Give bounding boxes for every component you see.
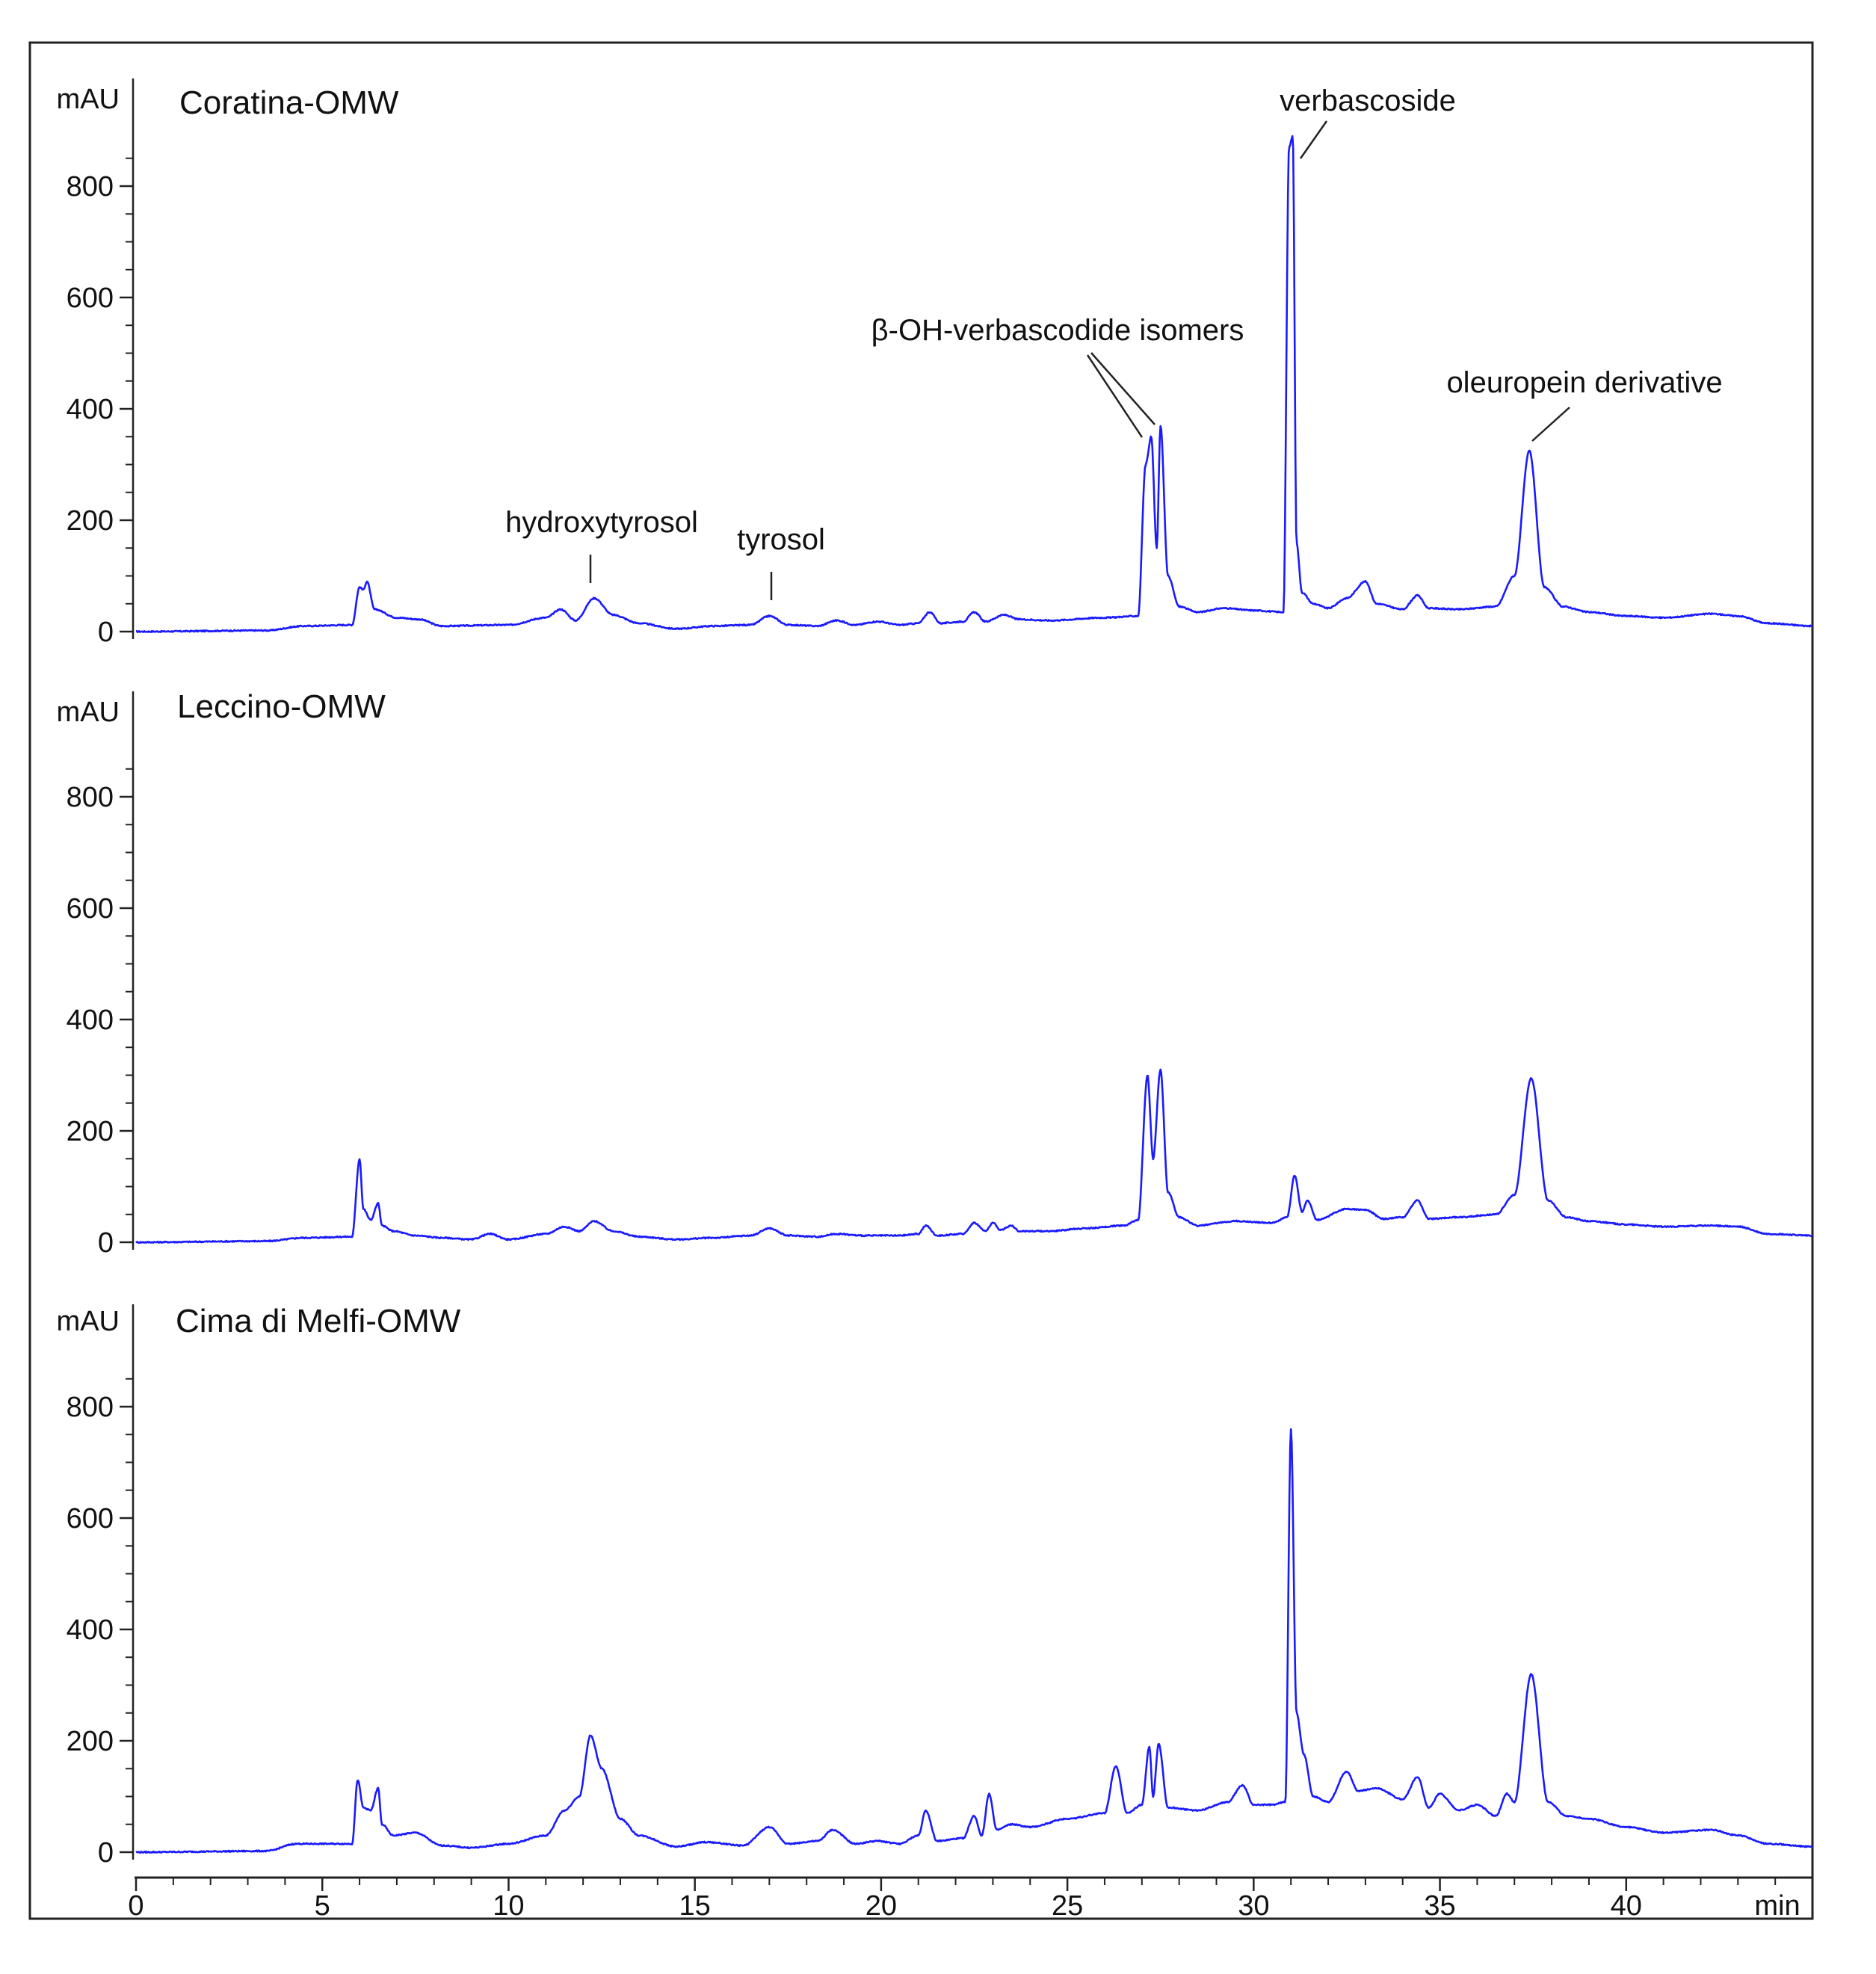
x-tick-label: 10 (493, 1890, 524, 1922)
y-tick-label: 0 (98, 1837, 114, 1869)
x-axis: 0 5 10 15 20 25 30 35 40 min (128, 1876, 1813, 1922)
peak-annotations: hydroxytyrosol tyrosol β-OH-verbascodide… (505, 84, 1723, 600)
x-tick-label: 0 (128, 1890, 144, 1922)
x-tick-label: 25 (1052, 1890, 1083, 1922)
panel-leccino: Leccino-OMW mAU 0 200 400 600 800 (57, 688, 1813, 1259)
y-tick-label: 200 (67, 505, 114, 537)
y-tick-label: 800 (67, 1392, 114, 1423)
panel-title: Coratina-OMW (179, 84, 399, 121)
x-tick-label: 30 (1238, 1890, 1269, 1922)
chromatogram-trace (135, 1428, 1813, 1854)
annotation-tyrosol: tyrosol (737, 523, 825, 600)
y-tick-label: 400 (67, 1005, 114, 1036)
y-tick-label: 600 (67, 1503, 114, 1535)
panel-title: Leccino-OMW (177, 688, 386, 725)
y-tick-label: 800 (67, 171, 114, 203)
y-tick-label: 200 (67, 1726, 114, 1757)
y-axis-unit-label: mAU (57, 1306, 120, 1337)
y-tick-label: 0 (98, 1227, 114, 1259)
y-tick-label: 800 (67, 782, 114, 813)
x-tick-label: 20 (866, 1890, 897, 1922)
y-tick-label: 400 (67, 394, 114, 425)
x-axis-ticks: 0 5 10 15 20 25 30 35 40 (128, 1878, 1813, 1922)
chromatogram-trace (135, 1068, 1813, 1244)
y-tick-label: 600 (67, 283, 114, 314)
figure-frame (28, 41, 1814, 1920)
annotation-label: hydroxytyrosol (505, 506, 698, 539)
annotation-label: tyrosol (737, 523, 825, 556)
y-tick-label: 600 (67, 893, 114, 925)
annotation-label: β-OH-verbascodide isomers (871, 314, 1244, 347)
annotation-label: oleuropein derivative (1446, 366, 1722, 399)
y-tick-label: 200 (67, 1116, 114, 1147)
y-axis: 0 200 400 600 800 (67, 78, 135, 648)
x-tick-label: 35 (1424, 1890, 1455, 1922)
annotation-leader (1086, 354, 1144, 438)
panel-coratina: Coratina-OMW mAU 0 200 400 600 800 hydroxyty… (57, 78, 1813, 648)
y-axis-unit-label: mAU (57, 84, 120, 115)
chromatogram-trace (135, 135, 1813, 633)
y-axis-unit-label: mAU (57, 697, 120, 728)
y-axis: 0 200 400 600 800 (67, 1304, 135, 1869)
annotation-verbascoside: verbascoside (1280, 84, 1456, 159)
annotation-leader (1090, 352, 1155, 425)
panel-title: Cima di Melfi-OMW (176, 1303, 461, 1339)
annotation-oleuropein-derivative: oleuropein derivative (1446, 366, 1723, 442)
annotation-label: verbascoside (1280, 84, 1456, 117)
annotation-leader (1299, 120, 1328, 159)
x-axis-unit-label: min (1754, 1890, 1800, 1922)
x-tick-label: 40 (1611, 1890, 1642, 1922)
annotation-hydroxytyrosol: hydroxytyrosol (505, 506, 698, 583)
x-tick-label: 5 (315, 1890, 330, 1922)
x-tick-label: 15 (679, 1890, 711, 1922)
annotation-beta-oh-verbascoside-isomers: β-OH-verbascodide isomers (871, 314, 1244, 438)
y-tick-label: 400 (67, 1614, 114, 1646)
panel-cima-di-melfi: Cima di Melfi-OMW mAU 0 200 400 600 800 (57, 1303, 1813, 1869)
y-tick-label: 0 (98, 617, 114, 648)
annotation-leader (1531, 407, 1570, 442)
y-axis: 0 200 400 600 800 (67, 691, 135, 1259)
